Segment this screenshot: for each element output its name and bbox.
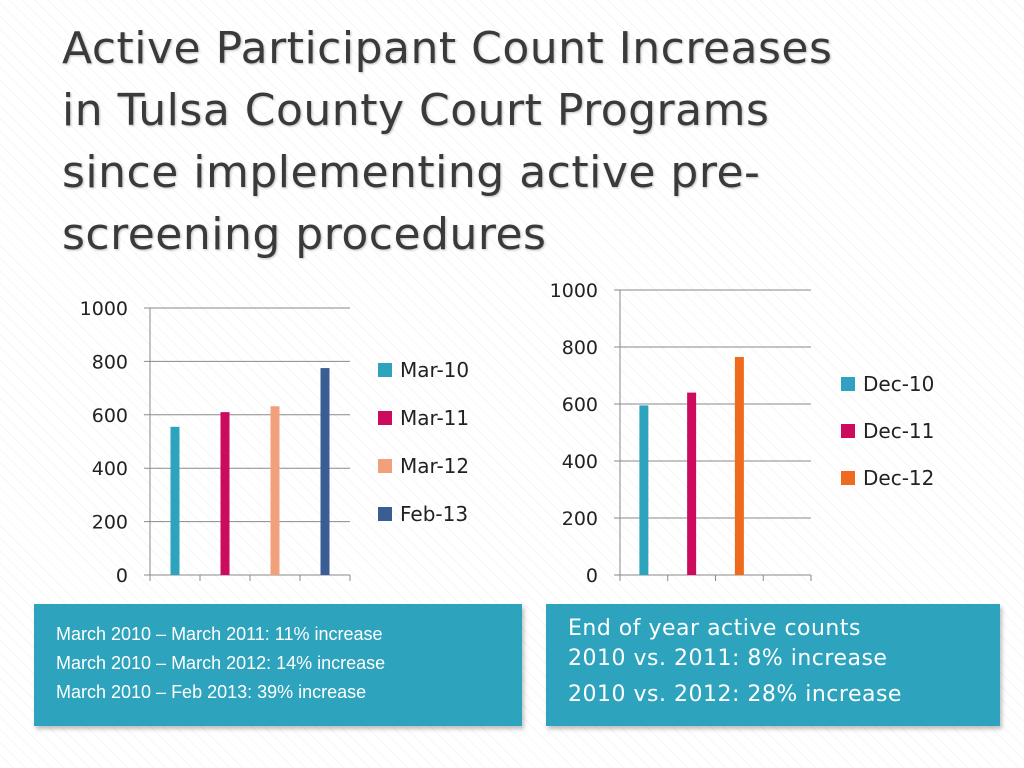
y-tick-label: 800 (92, 351, 128, 373)
y-tick-label: 200 (562, 508, 598, 530)
summary-line: March 2010 – Feb 2013: 39% increase (56, 682, 367, 702)
summary-box-right: End of year active counts 2010 vs. 2011:… (546, 604, 1000, 726)
y-tick-label: 400 (562, 451, 598, 473)
legend-swatch (378, 363, 392, 377)
y-tick-label: 600 (92, 405, 128, 427)
legend-label: Mar-12 (400, 454, 469, 478)
legend-label: Mar-11 (400, 406, 469, 430)
summary-line: March 2010 – March 2011: 11% increase (56, 624, 383, 644)
bar-mar-12 (270, 406, 280, 575)
bar-chart-december-counts: 0 200 400 600 800 1000 Dec-10 Dec-11 Dec-12 (520, 270, 1024, 600)
y-tick-label: 600 (562, 394, 598, 416)
legend-swatch (841, 471, 855, 485)
bar-dec-11 (687, 392, 697, 575)
legend-label: Mar-10 (400, 358, 469, 382)
summary-line: 2010 vs. 2012: 28% increase (568, 682, 902, 707)
legend-label: Dec-12 (863, 466, 934, 490)
summary-box-left: March 2010 – March 2011: 11% increase Ma… (34, 604, 522, 726)
legend-label: Dec-11 (863, 419, 934, 443)
summary-line: End of year active counts (568, 616, 861, 641)
legend-label: Feb-13 (400, 502, 468, 526)
title-line: screening procedures (62, 209, 547, 260)
y-tick-label: 0 (116, 565, 128, 587)
title-line: Active Participant Count Increases (62, 23, 833, 74)
chart-svg: 0 200 400 600 800 1000 Mar-10 Mar-11 Mar-12 Feb-1… (80, 298, 469, 587)
legend-swatch (378, 459, 392, 473)
summary-line: 2010 vs. 2011: 8% increase (568, 646, 888, 671)
legend-swatch (841, 424, 855, 438)
title-line: in Tulsa County Court Programs (62, 85, 770, 136)
bar-chart-march-counts: 0 200 400 600 800 1000 Mar-10 Mar-11 Mar-12 Feb-1… (0, 280, 520, 600)
title-line: since implementing active pre- (62, 147, 761, 198)
y-tick-label: 0 (586, 565, 598, 587)
slide-title: Active Participant Count Increases in Tu… (62, 18, 962, 266)
y-tick-label: 800 (562, 337, 598, 359)
chart-svg: 0 200 400 600 800 1000 Dec-10 Dec-11 Dec-12 (550, 280, 935, 587)
legend-swatch (841, 377, 855, 391)
y-tick-label: 1000 (80, 298, 128, 320)
bar-mar-11 (220, 412, 230, 575)
y-tick-label: 200 (92, 512, 128, 534)
summary-line: March 2010 – March 2012: 14% increase (56, 653, 386, 673)
legend-swatch (378, 507, 392, 521)
bar-dec-10 (639, 405, 649, 575)
legend-label: Dec-10 (863, 372, 934, 396)
legend-swatch (378, 411, 392, 425)
bar-mar-10 (170, 426, 180, 575)
bar-feb-13 (320, 368, 330, 575)
y-tick-label: 1000 (550, 280, 598, 302)
bar-dec-12 (734, 356, 744, 575)
y-tick-label: 400 (92, 458, 128, 480)
